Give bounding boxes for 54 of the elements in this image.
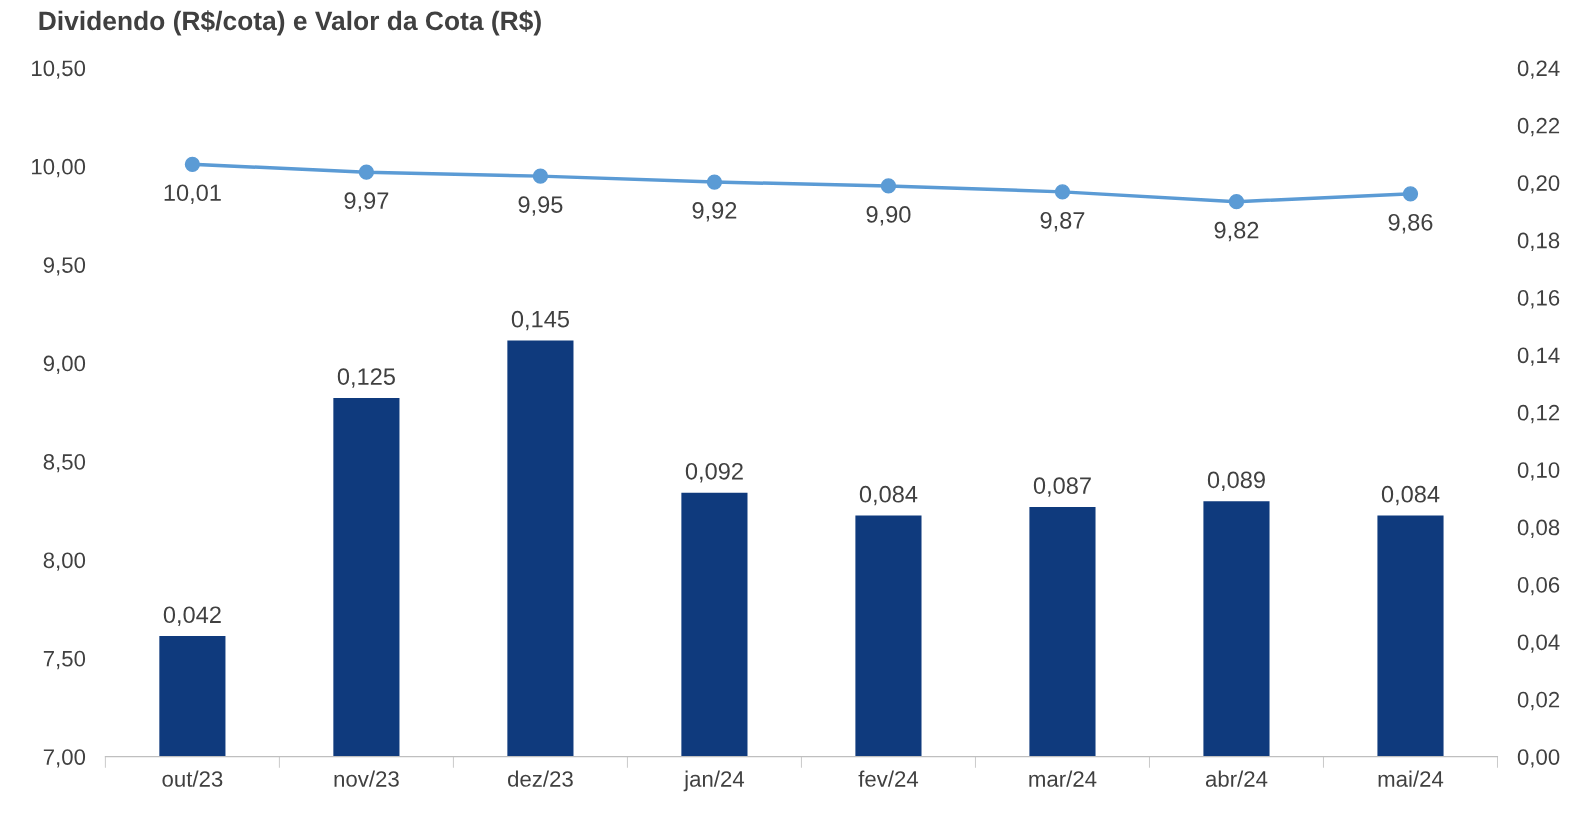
data-label: 9,92 <box>692 202 737 222</box>
x-tick-label: mar/24 <box>1029 770 1097 787</box>
bar <box>333 397 400 757</box>
y-tick-label: 9,50 <box>43 257 86 276</box>
y2-tick-label: 0,14 <box>1517 347 1560 366</box>
y-tick-label: 7,00 <box>43 749 86 768</box>
y2-tick-label: 0,22 <box>1517 117 1560 137</box>
data-label: 9,97 <box>344 192 389 212</box>
x-tick-label: jan/24 <box>683 770 745 792</box>
y2-tick-label: 0,10 <box>1517 462 1560 481</box>
x-tick-label: out/23 <box>162 770 223 787</box>
data-label: 9,90 <box>866 206 911 226</box>
y2-tick-label: 0,12 <box>1517 404 1560 424</box>
y2-tick-label: 0,04 <box>1517 634 1560 653</box>
y2-tick-label: 0,16 <box>1517 290 1560 309</box>
data-label: 0,089 <box>1207 471 1265 492</box>
y-tick-label: 10,50 <box>32 60 86 79</box>
bar <box>507 340 574 757</box>
bar <box>681 492 748 757</box>
y-tick-label: 7,50 <box>43 650 86 670</box>
x-tick-label: mai/24 <box>1378 770 1444 787</box>
data-label: 9,86 <box>1388 213 1433 234</box>
y2-tick-label: 0,02 <box>1517 691 1560 711</box>
y-tick-label: 8,50 <box>43 454 86 473</box>
data-label: 10,01 <box>164 184 221 204</box>
x-tick-label: nov/23 <box>334 770 399 787</box>
y2-tick-label: 0,00 <box>1517 749 1560 768</box>
x-tick-label: fev/24 <box>858 770 919 787</box>
y-tick-label: 8,00 <box>43 552 86 571</box>
x-tick-label: dez/23 <box>508 770 573 787</box>
data-label: 0,042 <box>163 606 221 626</box>
bar <box>159 636 226 757</box>
y2-tick-label: 0,06 <box>1517 577 1560 596</box>
data-label: 0,092 <box>685 462 743 483</box>
data-label: 9,87 <box>1040 211 1085 232</box>
data-label: 0,087 <box>1033 477 1091 497</box>
bar <box>1203 501 1270 757</box>
data-label: 0,084 <box>859 485 918 506</box>
x-tick-label: abr/24 <box>1205 770 1268 787</box>
y-tick-label: 9,00 <box>43 355 86 374</box>
y2-tick-label: 0,08 <box>1517 519 1560 538</box>
data-label: 9,82 <box>1214 221 1259 242</box>
y2-tick-label: 0,18 <box>1517 232 1560 251</box>
data-label: 9,95 <box>518 196 563 216</box>
y2-tick-label: 0,24 <box>1517 60 1560 79</box>
chart-title: Dividendo (R$/cota) e Valor da Cota (R$) <box>39 10 541 36</box>
y2-tick-label: 0,20 <box>1517 175 1560 194</box>
data-label: 0,125 <box>337 368 395 388</box>
data-label: 0,084 <box>1381 485 1440 506</box>
bar <box>1029 506 1096 757</box>
bar <box>1377 515 1444 757</box>
data-label: 0,145 <box>511 310 569 331</box>
y-tick-label: 10,00 <box>32 158 86 178</box>
bar <box>855 515 922 757</box>
